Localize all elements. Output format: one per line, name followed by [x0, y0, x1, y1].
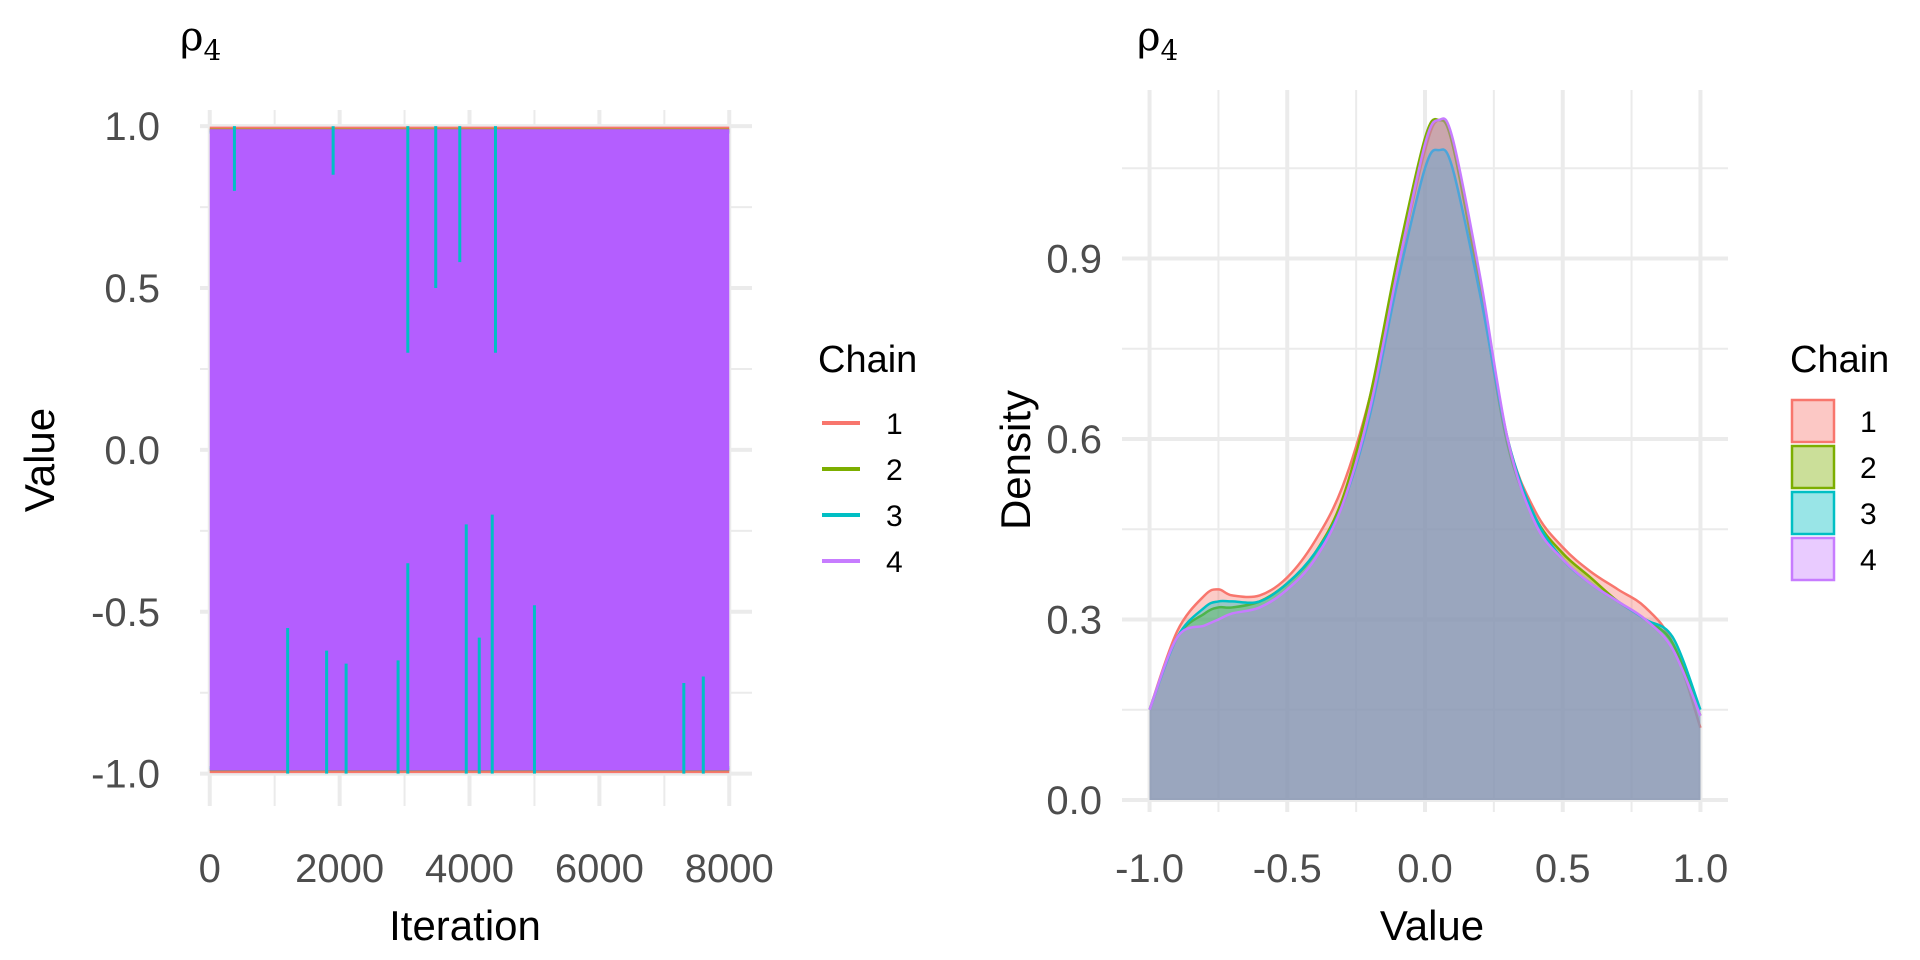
density-x-axis-title: Value [1380, 902, 1484, 949]
density-y-tick-labels: 0.0 0.3 0.6 0.9 [1046, 237, 1102, 823]
density-gridlines [1122, 90, 1728, 812]
density-panel-title: ρ4 [1137, 14, 1178, 67]
density-legend-key-3 [1790, 490, 1836, 536]
density-panel: ρ4 0.00.30.60.9 -1.0 -0.5 0.0 0.5 1.0 Value … [992, 14, 1889, 949]
density-area-chain-4 [1149, 118, 1701, 800]
density-legend-label-1: 1 [1860, 406, 1877, 439]
density-x-tick-0-0: 0.0 [1397, 847, 1453, 891]
trace-y-axis-title: Value [16, 408, 63, 512]
trace-y-tick-0-0: 0.0 [104, 429, 160, 473]
trace-x-tick-8000: 8000 [685, 847, 774, 891]
density-y-tick-0-6: 0.6 [1046, 418, 1102, 462]
trace-legend-title: Chain [818, 339, 917, 381]
density-legend-key-4 [1790, 536, 1836, 582]
density-data [1148, 117, 1702, 800]
density-x-tick-1-0: 1.0 [1673, 847, 1729, 891]
trace-x-tick-0: 0 [199, 847, 221, 891]
trace-y-tick-1-0: 1.0 [104, 105, 160, 149]
trace-panel-title: ρ4 [180, 14, 221, 67]
trace-y-tick-0-5: -0.5 [91, 591, 160, 635]
trace-y-tick-labels: -1.0 -0.5 0.0 0.5 1.0 [91, 105, 160, 796]
trace-legend: Chain 1 2 3 4 [818, 339, 917, 579]
density-legend: Chain 1 2 3 4 [1790, 339, 1889, 582]
trace-legend-label-1: 1 [886, 408, 903, 441]
trace-y-tick-1-0: -1.0 [91, 753, 160, 797]
density-y-tick-0-0: 0.0 [1046, 779, 1102, 823]
density-x-tick-0-5: 0.5 [1535, 847, 1591, 891]
trace-chain-4-band [209, 129, 730, 771]
density-x-tick-labels: -1.0 -0.5 0.0 0.5 1.0 [1115, 847, 1728, 891]
trace-x-tick-4000: 4000 [425, 847, 514, 891]
density-y-tick-0-3: 0.3 [1046, 598, 1102, 642]
trace-x-tick-2000: 2000 [295, 847, 384, 891]
density-area-chain-1 [1149, 119, 1701, 800]
density-area-chain-3 [1149, 149, 1701, 800]
trace-legend-label-3: 3 [886, 500, 903, 533]
density-legend-key-1 [1790, 398, 1836, 444]
trace-y-tick-0-5: 0.5 [104, 267, 160, 311]
density-line-chain-2 [1148, 117, 1702, 717]
density-legend-label-4: 4 [1860, 544, 1877, 577]
trace-panel: ρ4 -1.0 -0.5 0.0 0.5 1.0 0 2000 4000 6000 8000 I… [16, 14, 917, 949]
trace-legend-label-2: 2 [886, 454, 903, 487]
density-legend-title: Chain [1790, 339, 1889, 381]
density-legend-key-2 [1790, 444, 1836, 490]
density-x-tick-1-0: -1.0 [1115, 847, 1184, 891]
density-legend-label-3: 3 [1860, 498, 1877, 531]
trace-data [209, 126, 730, 774]
density-y-axis-title: Density [992, 390, 1039, 530]
trace-x-axis-title: Iteration [389, 902, 541, 949]
trace-x-tick-labels: 0 2000 4000 6000 8000 [199, 847, 774, 891]
density-y-tick-0-9: 0.9 [1046, 237, 1102, 281]
density-line-chain-1 [1148, 118, 1702, 729]
density-x-tick-0-5: -0.5 [1253, 847, 1322, 891]
density-line-chain-4 [1148, 117, 1702, 717]
density-area-chain-2 [1149, 119, 1701, 800]
density-legend-label-2: 2 [1860, 452, 1877, 485]
trace-legend-label-4: 4 [886, 546, 903, 579]
trace-x-tick-6000: 6000 [555, 847, 644, 891]
